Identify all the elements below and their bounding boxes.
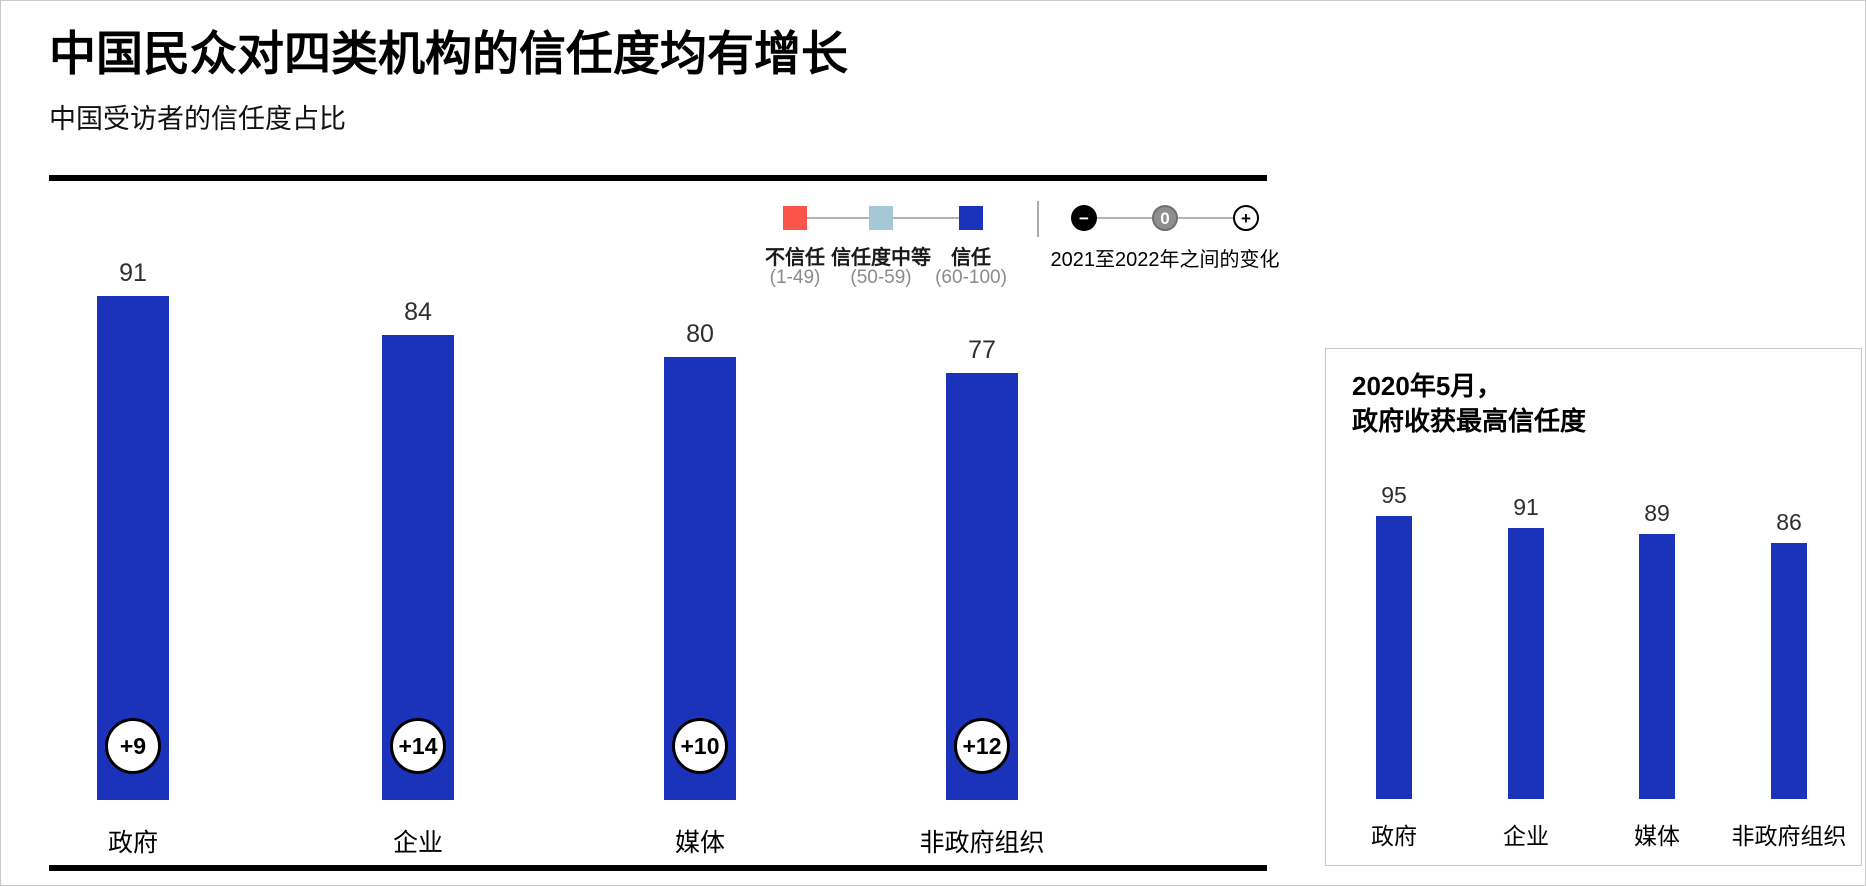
panel-category-label-media: 媒体 bbox=[1634, 823, 1680, 849]
legend-label-neutral: 信任度中等 bbox=[831, 247, 931, 269]
change-badge-media: +10 bbox=[672, 718, 728, 774]
trust-bar-business: +14 bbox=[382, 334, 454, 800]
category-label-media: 媒体 bbox=[674, 829, 726, 857]
change-badge-government: +9 bbox=[105, 718, 161, 774]
legend-label-trust: 信任 bbox=[951, 247, 991, 269]
panel-title-line2: 政府收获最高信任度 bbox=[1352, 406, 1587, 437]
panel-trust-bar-ngo bbox=[1771, 542, 1807, 799]
legend-divider bbox=[1037, 201, 1039, 237]
bar-column-ngo: 77 +12 bbox=[946, 336, 1018, 800]
bar-column-media: 80 +10 bbox=[664, 320, 736, 800]
panel-bar-column-ngo: 86 bbox=[1771, 509, 1807, 799]
panel-title: 2020年5月， 政府收获最高信任度 bbox=[1352, 369, 1586, 439]
panel-trust-bar-business bbox=[1508, 527, 1544, 799]
change-minus-icon: − bbox=[1071, 205, 1097, 231]
panel-bar-value-business: 91 bbox=[1513, 493, 1539, 520]
panel-bar-value-ngo: 86 bbox=[1776, 508, 1802, 535]
page-subtitle: 中国受访者的信任度占比 bbox=[49, 104, 346, 134]
legend-swatch-distrust bbox=[783, 206, 807, 230]
category-label-ngo: 非政府组织 bbox=[919, 829, 1045, 857]
bar-value-government: 91 bbox=[119, 258, 147, 287]
panel-title-line1: 2020年5月， bbox=[1352, 371, 1503, 401]
panel-trust-bar-government bbox=[1376, 515, 1412, 799]
trust-bar-media: +10 bbox=[664, 356, 736, 800]
panel-category-label-ngo: 非政府组织 bbox=[1731, 823, 1847, 849]
legend-swatch-neutral bbox=[869, 206, 893, 230]
may-2020-panel: 2020年5月， 政府收获最高信任度 95 91 89 86 政府 企业 媒体 … bbox=[1325, 348, 1862, 866]
bottom-divider bbox=[49, 865, 1267, 871]
legend-range-trust: (60-100) bbox=[935, 267, 1007, 288]
bar-value-media: 80 bbox=[686, 319, 714, 348]
change-badge-business: +14 bbox=[390, 718, 446, 774]
legend-range-distrust: (1-49) bbox=[769, 267, 821, 288]
panel-bar-value-government: 95 bbox=[1381, 481, 1407, 508]
trust-bar-government: +9 bbox=[97, 295, 169, 800]
main-trust-chart: 91 +9 84 +14 80 +10 77 +12 政府 企业 媒体 非政府 bbox=[49, 181, 1267, 865]
panel-category-label-government: 政府 bbox=[1371, 823, 1417, 849]
panel-bar-value-media: 89 bbox=[1644, 499, 1670, 526]
legend-label-distrust: 不信任 bbox=[765, 247, 825, 269]
category-label-government: 政府 bbox=[107, 829, 159, 857]
bar-value-business: 84 bbox=[404, 297, 432, 326]
panel-category-label-business: 企业 bbox=[1503, 823, 1549, 849]
bar-value-ngo: 77 bbox=[968, 336, 996, 365]
legend-swatch-trust bbox=[959, 206, 983, 230]
panel-bar-column-government: 95 bbox=[1376, 482, 1412, 799]
category-label-business: 企业 bbox=[392, 829, 444, 857]
top-divider bbox=[49, 175, 1267, 181]
change-legend-label: 2021至2022年之间的变化 bbox=[1050, 249, 1280, 271]
page-title: 中国民众对四类机构的信任度均有增长 bbox=[49, 27, 848, 80]
panel-trust-bar-media bbox=[1639, 533, 1675, 799]
bar-column-business: 84 +14 bbox=[382, 298, 454, 800]
panel-bar-column-media: 89 bbox=[1639, 500, 1675, 799]
change-plus-icon: + bbox=[1233, 205, 1259, 231]
change-zero-icon: 0 bbox=[1152, 205, 1178, 231]
change-badge-ngo: +12 bbox=[954, 718, 1010, 774]
legend-range-neutral: (50-59) bbox=[850, 267, 912, 288]
trust-bar-ngo: +12 bbox=[946, 373, 1018, 800]
panel-bar-column-business: 91 bbox=[1508, 494, 1544, 799]
bar-column-government: 91 +9 bbox=[97, 259, 169, 800]
